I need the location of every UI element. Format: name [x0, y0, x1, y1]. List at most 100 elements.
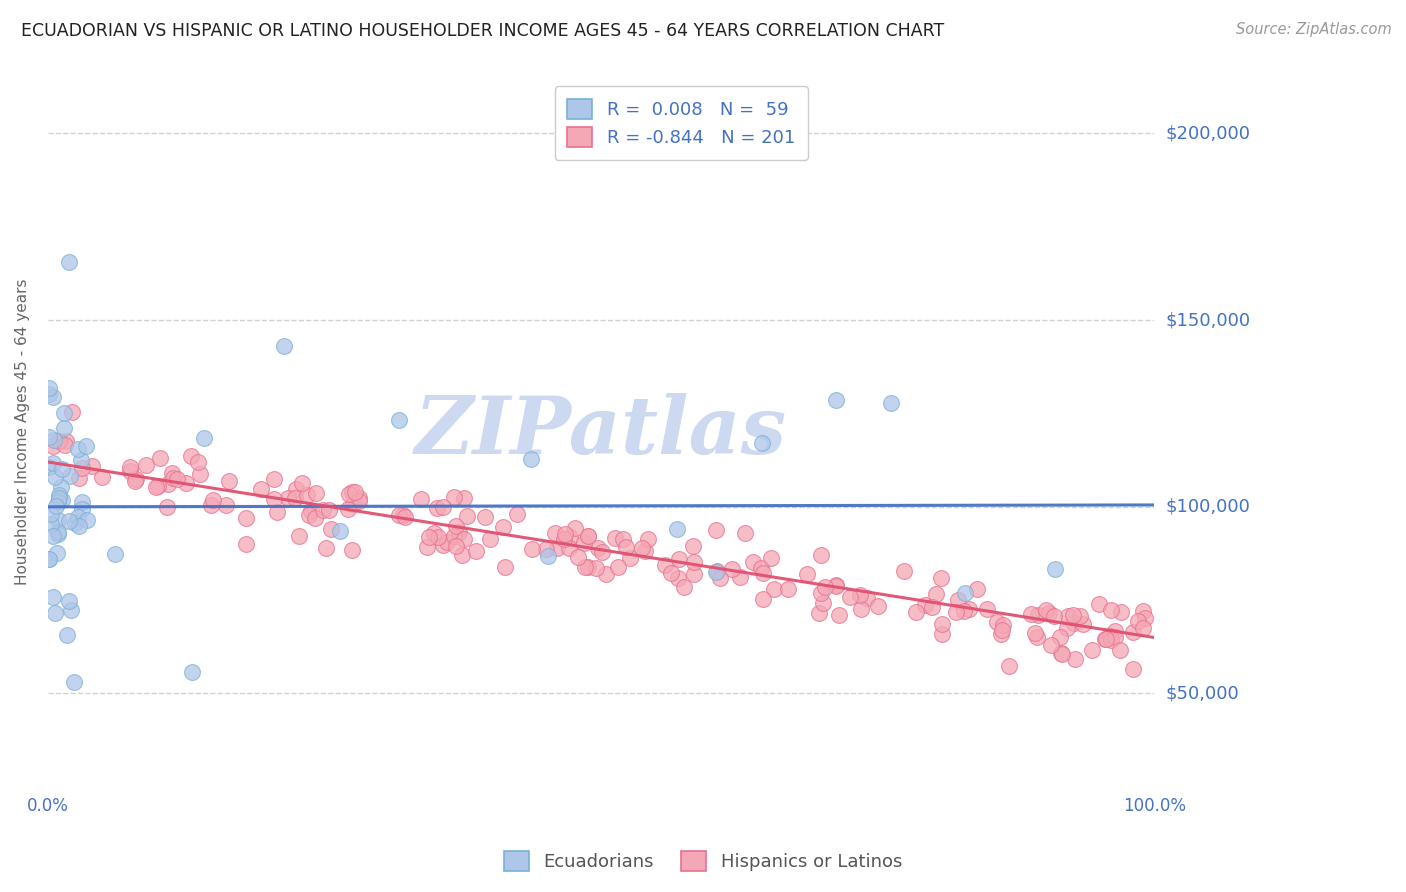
Point — [893, 564, 915, 578]
Point — [156, 500, 179, 514]
Point — [734, 526, 756, 541]
Point — [1049, 630, 1071, 644]
Point — [1104, 624, 1126, 639]
Legend: Ecuadorians, Hispanics or Latinos: Ecuadorians, Hispanics or Latinos — [496, 844, 910, 879]
Point — [67, 471, 90, 485]
Point — [721, 562, 744, 576]
Point — [42, 456, 65, 470]
Point — [449, 524, 471, 539]
Point — [55, 434, 77, 448]
Point — [1094, 632, 1116, 646]
Point — [146, 478, 169, 492]
Point — [1073, 616, 1095, 631]
Point — [453, 532, 475, 546]
Point — [492, 520, 515, 534]
Point — [682, 566, 704, 581]
Point — [118, 460, 141, 475]
Point — [444, 539, 467, 553]
Point — [436, 534, 458, 549]
Point — [299, 504, 322, 518]
Point — [811, 596, 834, 610]
Point — [46, 524, 69, 539]
Point — [39, 507, 62, 521]
Point — [478, 533, 501, 547]
Point — [759, 551, 782, 566]
Point — [537, 549, 560, 563]
Point — [80, 458, 103, 473]
Point — [174, 476, 197, 491]
Point — [201, 492, 224, 507]
Point — [1122, 662, 1144, 676]
Point — [290, 475, 312, 490]
Point — [160, 467, 183, 481]
Point — [48, 495, 70, 509]
Point — [250, 482, 273, 496]
Point — [388, 413, 411, 427]
Point — [193, 431, 215, 445]
Point — [931, 626, 953, 640]
Point — [1043, 562, 1066, 576]
Point — [828, 608, 851, 623]
Point — [839, 590, 862, 604]
Point — [263, 492, 285, 507]
Point — [1035, 602, 1057, 616]
Point — [1126, 614, 1149, 628]
Point — [58, 594, 80, 608]
Point — [763, 582, 786, 597]
Point — [630, 541, 652, 556]
Point — [814, 580, 837, 594]
Point — [48, 434, 70, 448]
Point — [1057, 609, 1080, 624]
Point — [665, 522, 688, 536]
Point — [263, 472, 285, 486]
Text: ZIPatlas: ZIPatlas — [415, 393, 787, 471]
Point — [752, 566, 775, 581]
Point — [287, 528, 309, 542]
Point — [426, 500, 449, 515]
Point — [706, 564, 728, 578]
Point — [70, 495, 93, 509]
Point — [554, 527, 576, 541]
Point — [474, 509, 496, 524]
Point — [340, 543, 363, 558]
Point — [305, 485, 328, 500]
Point — [48, 491, 70, 506]
Point — [124, 474, 146, 488]
Point — [1026, 607, 1049, 622]
Point — [1133, 611, 1156, 625]
Point — [1063, 615, 1085, 630]
Point — [42, 529, 65, 543]
Point — [53, 421, 76, 435]
Point — [986, 615, 1008, 629]
Point — [544, 526, 567, 541]
Point — [218, 474, 240, 488]
Point — [347, 491, 370, 506]
Point — [574, 560, 596, 574]
Text: ECUADORIAN VS HISPANIC OR LATINO HOUSEHOLDER INCOME AGES 45 - 64 YEARS CORRELATI: ECUADORIAN VS HISPANIC OR LATINO HOUSEHO… — [21, 22, 945, 40]
Point — [295, 487, 318, 501]
Point — [423, 525, 446, 540]
Point — [990, 626, 1012, 640]
Point — [880, 396, 903, 410]
Point — [921, 599, 943, 614]
Point — [683, 555, 706, 569]
Point — [343, 485, 366, 500]
Point — [1043, 608, 1066, 623]
Y-axis label: Householder Income Ages 45 - 64 years: Householder Income Ages 45 - 64 years — [15, 279, 30, 585]
Point — [751, 436, 773, 450]
Point — [298, 508, 321, 523]
Point — [924, 587, 946, 601]
Point — [1038, 606, 1060, 620]
Point — [347, 493, 370, 508]
Point — [285, 482, 308, 496]
Point — [63, 674, 86, 689]
Point — [304, 511, 326, 525]
Point — [215, 498, 238, 512]
Point — [591, 545, 613, 559]
Point — [456, 508, 478, 523]
Point — [418, 530, 440, 544]
Point — [187, 455, 209, 469]
Point — [585, 561, 607, 575]
Point — [1109, 643, 1132, 657]
Point — [1099, 630, 1122, 644]
